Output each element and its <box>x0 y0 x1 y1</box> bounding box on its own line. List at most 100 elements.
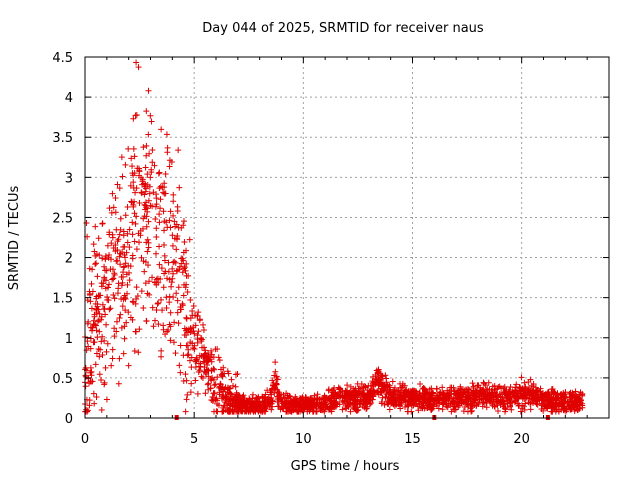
data-point <box>110 275 117 282</box>
x-tick-label: 15 <box>404 432 421 447</box>
data-point <box>218 371 225 378</box>
data-point <box>195 309 202 316</box>
data-point <box>93 310 100 317</box>
data-point <box>117 261 124 268</box>
data-point <box>143 223 150 230</box>
data-point <box>121 294 128 301</box>
data-point <box>168 159 175 166</box>
data-point <box>102 364 109 371</box>
data-point <box>156 243 163 250</box>
data-point <box>429 389 436 396</box>
data-point <box>544 405 551 412</box>
data-point <box>186 357 193 364</box>
data-point <box>272 359 279 366</box>
data-point <box>175 147 182 154</box>
data-point <box>170 270 177 277</box>
data-point <box>84 407 91 414</box>
data-point <box>205 373 212 380</box>
data-point <box>369 393 376 400</box>
data-point <box>83 220 90 227</box>
data-point <box>207 376 214 383</box>
data-point <box>131 210 138 217</box>
data-point <box>135 349 142 356</box>
data-point <box>379 386 386 393</box>
data-point <box>259 408 266 415</box>
data-point <box>98 313 105 320</box>
data-point <box>180 218 187 225</box>
data-point <box>94 318 101 325</box>
data-point <box>115 280 122 287</box>
data-point <box>145 218 152 225</box>
data-point <box>156 169 163 176</box>
data-point <box>157 205 164 212</box>
data-point <box>111 295 118 302</box>
data-point <box>91 400 98 407</box>
data-point <box>336 401 343 408</box>
data-point <box>153 201 160 208</box>
data-point <box>381 401 388 408</box>
data-point <box>106 251 113 258</box>
data-point <box>344 400 351 407</box>
data-point <box>184 329 191 336</box>
y-tick-label: 0 <box>65 412 73 427</box>
data-point <box>234 371 241 378</box>
data-point <box>410 401 417 408</box>
data-point <box>174 207 181 214</box>
data-point <box>240 396 247 403</box>
x-axis-label: GPS time / hours <box>291 459 400 474</box>
data-point <box>183 260 190 267</box>
data-point <box>89 324 96 331</box>
data-point <box>170 212 177 219</box>
data-point <box>335 384 342 391</box>
data-point <box>191 330 198 337</box>
data-point <box>88 368 95 375</box>
data-point <box>176 362 183 369</box>
data-point <box>194 390 201 397</box>
data-point <box>176 266 183 273</box>
data-point <box>127 314 134 321</box>
data-point <box>481 400 488 407</box>
data-point <box>292 402 299 409</box>
data-point <box>473 403 480 410</box>
data-point <box>98 376 105 383</box>
data-point <box>170 339 177 346</box>
data-point <box>101 263 108 270</box>
data-point <box>182 371 189 378</box>
data-point <box>144 248 151 255</box>
data-point <box>87 335 94 342</box>
data-point <box>274 376 281 383</box>
data-point <box>171 258 178 265</box>
data-point <box>87 345 94 352</box>
data-point <box>386 406 393 413</box>
data-point <box>550 389 557 396</box>
data-point <box>500 398 507 405</box>
data-point <box>441 390 448 397</box>
data-point <box>136 168 143 175</box>
data-point <box>175 320 182 327</box>
y-tick-label: 3 <box>65 171 73 186</box>
data-point <box>90 321 97 328</box>
data-point <box>124 281 131 288</box>
data-point <box>373 376 380 383</box>
data-point <box>185 346 192 353</box>
data-point <box>82 372 89 379</box>
data-point <box>393 401 400 408</box>
data-point <box>183 315 190 322</box>
data-point <box>122 307 129 314</box>
data-point <box>110 204 117 211</box>
data-point <box>480 388 487 395</box>
data-point <box>364 397 371 404</box>
data-point <box>204 381 211 388</box>
data-point <box>521 386 528 393</box>
data-point <box>152 317 159 324</box>
y-axis-label: SRMTID / TECUs <box>7 186 22 291</box>
data-point <box>178 255 185 262</box>
data-point <box>382 387 389 394</box>
data-point <box>496 391 503 398</box>
data-point <box>222 407 229 414</box>
data-point <box>276 403 283 410</box>
data-point <box>207 385 214 392</box>
data-point <box>135 64 142 71</box>
x-tick-label: 20 <box>513 432 530 447</box>
data-point <box>130 203 137 210</box>
